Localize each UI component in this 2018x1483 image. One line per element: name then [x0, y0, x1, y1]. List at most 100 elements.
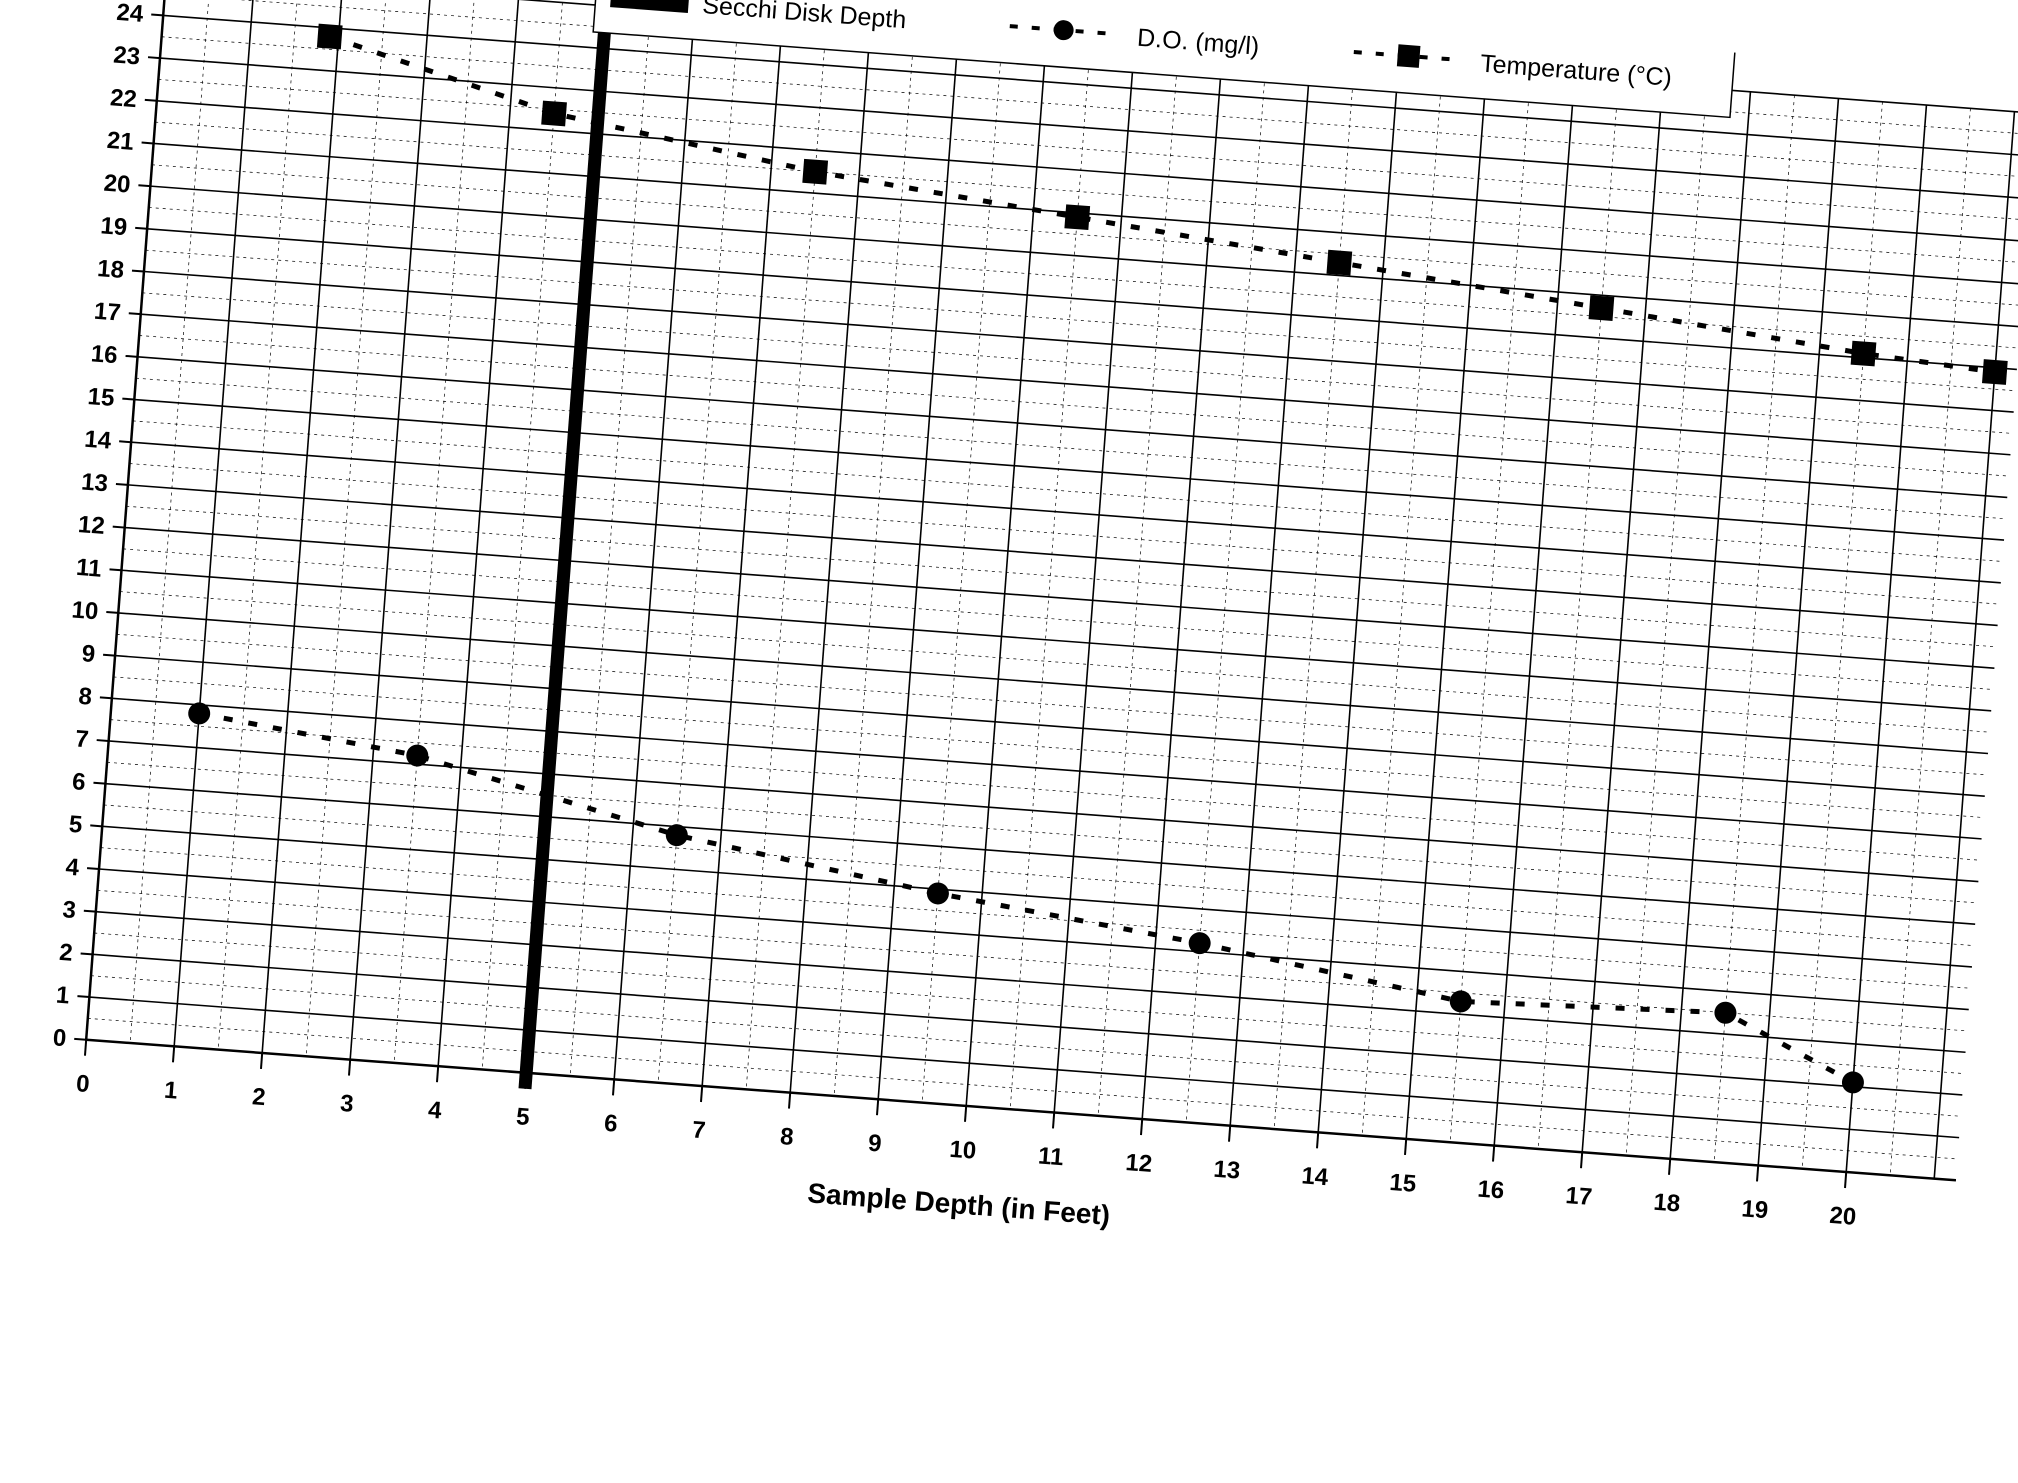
grid-line-v [1493, 78, 1576, 1146]
grid-minor-line-h [119, 591, 1990, 733]
grid-line-h [124, 526, 1995, 669]
legend-do-line [1009, 24, 1118, 37]
x-tick-mark [171, 1046, 176, 1063]
grid-minor-line-h [132, 420, 2003, 562]
grid-minor-line-v [657, 15, 739, 1083]
y-tick-mark [141, 141, 154, 145]
x-tick-mark [1404, 1138, 1408, 1156]
temperature-point [1850, 340, 1877, 367]
grid-line-v [261, 0, 344, 1054]
x-axis-line [86, 1038, 1956, 1182]
y-tick-mark [147, 56, 161, 60]
y-tick-mark [90, 824, 103, 828]
grid-minor-line-v [1273, 62, 1355, 1130]
x-tick-label: 3 [339, 1090, 354, 1118]
grid-minor-line-h [123, 548, 1993, 690]
y-tick-label: 6 [71, 768, 86, 796]
y-tick-label: 24 [116, 0, 145, 28]
grid-minor-line-h [97, 889, 1968, 1032]
grid-line-h [137, 356, 2008, 499]
grid-minor-line-h [145, 249, 2016, 392]
y-tick-mark [93, 781, 106, 785]
do-point [1714, 1001, 1737, 1024]
y-tick-mark [83, 909, 96, 913]
y-tick-label: 17 [93, 298, 122, 327]
y-tick-label: 19 [100, 212, 129, 241]
grid-minor-line-v [393, 0, 475, 1063]
grid-minor-line-v [1185, 55, 1267, 1123]
grid-line-v [1669, 91, 1752, 1159]
grid-minor-line-h [113, 676, 1984, 818]
grid-line-v [965, 38, 1048, 1106]
grid-minor-line-h [126, 505, 1997, 648]
grid-minor-line-h [94, 932, 1964, 1074]
y-tick-mark [125, 354, 138, 358]
do-point [188, 702, 211, 725]
x-tick-label: 11 [1037, 1142, 1064, 1171]
grid-minor-line-v [217, 0, 299, 1050]
x-tick-mark [1492, 1145, 1496, 1162]
grid-line-v [701, 18, 784, 1087]
temperature-point [1588, 295, 1615, 321]
y-tick-label: 20 [103, 170, 132, 199]
y-tick-label: 9 [81, 640, 96, 668]
grid-line-h [118, 612, 1989, 755]
x-tick-mark [1844, 1171, 1848, 1189]
x-tick-mark [1756, 1165, 1760, 1182]
y-tick-mark [74, 1037, 87, 1041]
grid-line-v [1141, 52, 1224, 1120]
x-tick-label: 15 [1389, 1169, 1418, 1198]
x-tick-mark [435, 1066, 440, 1083]
grid-line-v [1229, 58, 1312, 1126]
temperature-point [541, 100, 567, 127]
x-tick-mark [259, 1052, 264, 1069]
x-tick-labels: 0 1 2 3 4 5 6 7 8 9 10 11 12 13 14 15 16 17 18 19 20 [75, 1070, 1857, 1231]
y-tick-label: 8 [78, 683, 93, 711]
grid-minor-line-h [110, 719, 1980, 861]
temperature-point [1064, 204, 1091, 231]
grid-minor-line-v [833, 28, 915, 1096]
y-tick-label: 3 [61, 896, 76, 924]
y-tick-mark [119, 440, 132, 444]
grid-line-v [1757, 98, 1840, 1166]
legend-temp-line [1353, 49, 1464, 63]
y-tick-mark [96, 739, 109, 742]
temperature-series-line [328, 34, 1996, 375]
grid-minor-line-h [103, 804, 1974, 946]
grid-minor-line-v [745, 22, 827, 1090]
y-tick-label: 23 [112, 42, 141, 71]
axes [74, 0, 1956, 1189]
grid-line-h [102, 825, 1973, 968]
grid-minor-line-h [87, 1018, 1958, 1160]
y-tick-label: 10 [71, 596, 100, 625]
x-tick-mark [347, 1059, 352, 1076]
grid-line-v [349, 0, 432, 1060]
grid-minor-line-h [116, 633, 1987, 776]
grid-minor-line-h [129, 463, 2000, 605]
x-tick-label: 6 [603, 1110, 618, 1138]
x-tick-mark [1140, 1119, 1144, 1136]
grid-minor-line-v [1009, 42, 1091, 1110]
grid-line-h [156, 99, 2018, 243]
x-tick-label: 5 [515, 1103, 530, 1131]
temperature-point [316, 23, 343, 50]
legend-do-marker [1053, 20, 1074, 41]
y-tick-mark [86, 867, 100, 870]
series-group [188, 23, 2008, 1094]
y-tick-mark [135, 226, 148, 230]
y-tick-mark [99, 696, 112, 700]
grid-line-v [1317, 65, 1400, 1133]
y-tick-mark [131, 269, 145, 273]
x-tick-label: 8 [779, 1123, 794, 1151]
grid-minor-line-v [1713, 95, 1795, 1163]
grid-line-h [95, 910, 1966, 1054]
grid-line-h [105, 782, 1976, 926]
grid-line-h [115, 654, 1985, 797]
y-tick-mark [77, 995, 90, 999]
legend: Secchi Disk Depth D.O. (mg/l) Temperatur… [592, 0, 1737, 119]
y-tick-mark [115, 482, 128, 486]
grid-minor-line-h [148, 207, 2018, 349]
do-point [926, 882, 949, 905]
grid-line-v [1845, 105, 1928, 1173]
